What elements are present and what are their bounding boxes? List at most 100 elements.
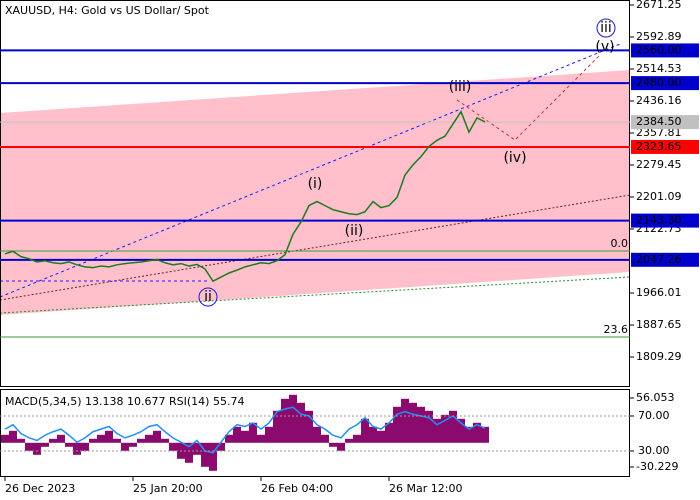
moving-average — [0, 194, 631, 301]
wave-label: (v) — [595, 39, 614, 55]
macd-bar — [441, 414, 449, 443]
macd-bar — [433, 418, 441, 443]
y-tick-label: 1887.65 — [636, 318, 682, 331]
macd-bar — [345, 438, 353, 443]
macd-bar — [65, 442, 73, 447]
y-tick-label: 1966.01 — [636, 286, 682, 299]
indicator-title: MACD(5,34,5) 13.138 10.677 RSI(14) 55.74 — [5, 395, 244, 408]
y-tick-label: 2201.09 — [636, 190, 682, 203]
macd-bar — [105, 430, 113, 443]
y-tick-label: 2671.25 — [636, 0, 682, 11]
macd-bar — [289, 394, 297, 443]
macd-bar — [49, 438, 57, 443]
x-tick-label: 26 Mar 12:00 — [389, 482, 462, 495]
wave-label: (ii) — [345, 223, 364, 239]
level-box — [631, 213, 699, 228]
macd-bar — [361, 418, 369, 443]
macd-bar — [257, 434, 265, 443]
y-tick-label: 56.053 — [636, 391, 675, 404]
macd-bar — [425, 410, 433, 443]
macd-bar — [481, 426, 489, 443]
macd-bar — [329, 442, 337, 447]
macd-bar — [41, 442, 49, 447]
macd-bar — [209, 442, 217, 471]
rsi-line — [4, 406, 486, 454]
macd-bar — [393, 406, 401, 443]
macd-bar — [249, 422, 257, 443]
level-box — [631, 252, 699, 267]
macd-bar — [9, 430, 17, 443]
y2-tick-label: 70.00 — [638, 409, 670, 422]
macd-bar — [169, 442, 177, 451]
macd-bar — [145, 434, 153, 443]
macd-bar — [409, 402, 417, 443]
x-tick-label: 25 Jan 20:00 — [133, 482, 203, 495]
y-tick-label: 2279.45 — [636, 158, 682, 171]
y-tick-label: -30.229 — [636, 460, 678, 473]
x-tick-label: 26 Feb 04:00 — [261, 482, 333, 495]
macd-bar — [1, 434, 9, 443]
moving-average — [0, 276, 631, 314]
macd-bar — [273, 410, 281, 443]
macd-bar — [89, 438, 97, 443]
main-frame — [0, 0, 630, 387]
wave-label: (iv) — [503, 150, 526, 166]
level-label: 2480.00 — [636, 76, 682, 89]
macd-bar — [81, 442, 89, 451]
fib-label: 0.0 — [611, 237, 629, 250]
macd-bar — [73, 442, 81, 455]
wave-label: (iii) — [449, 79, 472, 95]
macd-bar — [217, 442, 225, 451]
macd-bar — [473, 422, 481, 443]
macd-bar — [401, 398, 409, 443]
macd-bar — [465, 426, 473, 443]
y-tick-label: 2514.53 — [636, 62, 682, 75]
macd-bar — [353, 434, 361, 443]
macd-bar — [185, 442, 193, 463]
y-tick-label: 2357.81 — [636, 126, 682, 139]
level-label: 2047.26 — [636, 253, 682, 266]
wave-label: iii — [600, 20, 612, 36]
macd-bar — [281, 398, 289, 443]
macd-bar — [265, 426, 273, 443]
macd-bar — [201, 442, 209, 467]
macd-bar — [313, 426, 321, 443]
macd-bar — [161, 438, 169, 443]
macd-bar — [57, 434, 65, 443]
wave-circle — [596, 18, 616, 38]
macd-bar — [193, 442, 201, 455]
level-box — [631, 139, 699, 154]
y-tick-label: 2592.89 — [636, 30, 682, 43]
macd-bar — [97, 434, 105, 443]
chart-title: XAUUSD, H4: Gold vs US Dollar/ Spot — [5, 4, 210, 17]
macd-bar — [369, 426, 377, 443]
macd-bar — [113, 438, 121, 443]
macd-bar — [385, 422, 393, 443]
macd-bar — [417, 406, 425, 443]
wave-label: ii — [204, 289, 212, 305]
level-label: 2384.50 — [636, 115, 682, 128]
macd-bar — [121, 442, 129, 451]
level-label: 2143.30 — [636, 214, 682, 227]
macd-bar — [337, 442, 345, 451]
macd-bar — [377, 430, 385, 443]
macd-bar — [321, 434, 329, 443]
macd-bar — [225, 434, 233, 443]
price-line — [4, 110, 486, 283]
level-box — [631, 76, 699, 91]
macd-bar — [241, 430, 249, 443]
macd-bar — [457, 418, 465, 443]
level-box — [631, 43, 699, 58]
y-tick-label: 2436.16 — [636, 94, 682, 107]
regression-channel — [0, 70, 630, 315]
level-label: 2560.00 — [636, 43, 682, 56]
trend-line — [0, 43, 621, 298]
x-tick-label: 26 Dec 2023 — [5, 482, 75, 495]
level-label: 2323.65 — [636, 140, 682, 153]
macd-bar — [129, 442, 137, 447]
macd-bar — [305, 410, 313, 443]
macd-bar — [233, 426, 241, 443]
macd-bar — [33, 442, 41, 455]
wave-circle — [198, 287, 218, 307]
